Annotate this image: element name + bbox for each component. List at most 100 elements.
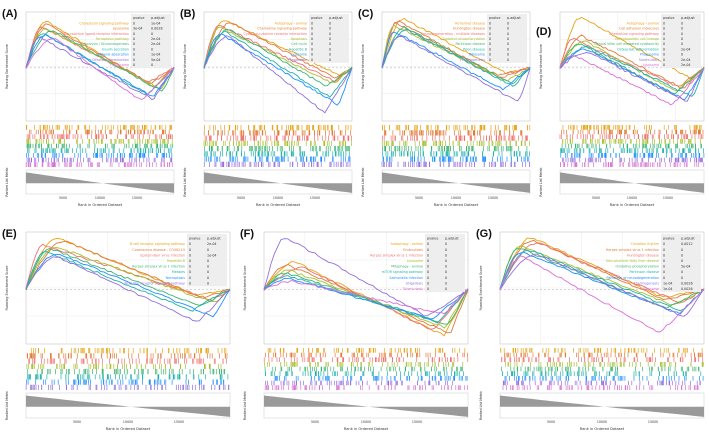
es-curve (25, 28, 175, 90)
legend-series-name: Cell adhesion molecules (619, 27, 659, 31)
legend-table-bg (309, 14, 349, 63)
x-axis-label: Rank in Ordered Dataset (106, 427, 151, 431)
legend-pvalue: 0 (189, 281, 191, 285)
legend-padj: 0 (445, 265, 447, 269)
legend-series-name: Mitophagy - animal (391, 265, 423, 269)
legend-padj: 2e-04 (681, 58, 691, 62)
panel-letter: (D) (536, 26, 552, 38)
legend-table-bg (661, 14, 701, 68)
legend-pvalue: 0 (133, 42, 135, 46)
legend-pvalue: 0 (663, 32, 665, 36)
es-curve (203, 26, 353, 84)
legend-header-padj: p.adjust (681, 237, 695, 241)
legend-padj: 0 (681, 32, 683, 36)
legend-series-name: Measles (172, 270, 186, 274)
legend-pvalue: 0 (427, 259, 429, 263)
y-axis-label: Running Enrichment Score (5, 265, 9, 310)
legend-table-bg (131, 14, 171, 68)
es-curve (499, 249, 705, 312)
hit-strip (203, 161, 351, 167)
legend-pvalue: 0 (663, 42, 665, 46)
es-curve (499, 237, 705, 298)
es-curve (25, 243, 231, 301)
legend-pvalue: 0 (427, 270, 429, 274)
hit-strip (560, 148, 704, 153)
hit-strip (203, 140, 352, 146)
legend-padj: 0 (151, 47, 153, 51)
hit-strip (502, 385, 699, 390)
legend-series-name: Autophagy - animal (391, 242, 423, 246)
hit-strip (264, 366, 463, 372)
legend-pvalue: 0 (189, 276, 191, 280)
legend-series-name: Tuberculosis (402, 287, 423, 291)
legend-header-pvalue: pvalue (133, 16, 144, 20)
es-curve (499, 251, 705, 315)
legend-pvalue: 0 (133, 63, 135, 67)
legend-pvalue: 0 (189, 265, 191, 269)
legend-series-name: Phagosome (110, 63, 129, 67)
legend-padj: 5e-04 (151, 58, 161, 62)
es-curve (203, 22, 353, 79)
x-tick-label: 5000 (237, 196, 245, 200)
es-curve (381, 24, 531, 82)
legend-padj: 0 (445, 242, 447, 246)
es-curve (25, 23, 175, 85)
x-axis-label: Rank in Ordered Dataset (344, 427, 389, 431)
legend-series-name: Parkinson disease (629, 270, 659, 274)
legend-padj: 0 (207, 276, 209, 280)
legend-header-padj: p.adjust (681, 16, 695, 20)
legend-pvalue: 0 (133, 47, 135, 51)
x-tick-label: 10000 (361, 420, 371, 424)
es-curve (25, 253, 231, 318)
es-curve (559, 45, 705, 97)
rank-metric-area (382, 172, 530, 193)
legend-pvalue: 0 (189, 259, 191, 263)
es-curve (25, 36, 175, 101)
legend-padj: 0 (445, 270, 447, 274)
es-curve (381, 28, 531, 87)
x-axis-label: Rank in Ordered Dataset (434, 203, 479, 207)
legend-padj: 0 (507, 32, 509, 36)
es-curve (263, 272, 469, 325)
es-curve (263, 238, 469, 317)
legend-pvalue: 0 (133, 53, 135, 57)
legend-padj: 0 (207, 281, 209, 285)
legend-series-name: Parkinson disease (455, 42, 485, 46)
legend-series-name: Ribosome (643, 287, 659, 291)
legend-padj: 0 (507, 42, 509, 46)
hit-strip (203, 130, 351, 136)
legend-series-name: Coronavirus disease - COVID-19 (132, 248, 185, 252)
x-tick-label: 10000 (95, 196, 105, 200)
legend-pvalue: 0 (663, 248, 665, 252)
x-tick-label: 15000 (174, 420, 184, 424)
rank-axis-label: Ranked List Metric (5, 391, 9, 421)
legend-header-pvalue: pvalue (663, 237, 674, 241)
hit-strip (27, 148, 172, 153)
panel-letter: (F) (240, 228, 255, 240)
legend-padj: 0 (329, 42, 331, 46)
legend-padj: 0 (329, 58, 331, 62)
panel-letter: (C) (358, 8, 374, 20)
y-axis-label: Running Enrichment Score (183, 44, 187, 89)
legend-pvalue: 0 (133, 21, 135, 25)
legend-series-name: Hepatitis B (289, 47, 308, 51)
es-curve (203, 20, 353, 76)
legend-series-name: Lysosome (291, 53, 307, 57)
legend-padj: 0 (507, 58, 509, 62)
gsea-plot: pvalue p.adjust Circadian rhythm 0 0.0012 Her… (479, 231, 705, 431)
legend-padj: 0 (445, 248, 447, 252)
hit-strip (502, 380, 701, 386)
hit-strip (501, 357, 704, 362)
legend-padj: 2e-04 (151, 42, 161, 46)
hit-strip (26, 369, 226, 375)
legend-padj: 5e-04 (681, 265, 691, 269)
hit-strip (204, 156, 351, 162)
legend-pvalue: 0 (311, 32, 313, 36)
legend-pvalue: 0 (311, 58, 313, 62)
hit-strip (274, 376, 468, 381)
hit-strip (30, 348, 227, 354)
legend-padj: 0 (681, 248, 683, 252)
x-tick-label: 5000 (311, 420, 319, 424)
legend-padj: 0 (445, 281, 447, 285)
